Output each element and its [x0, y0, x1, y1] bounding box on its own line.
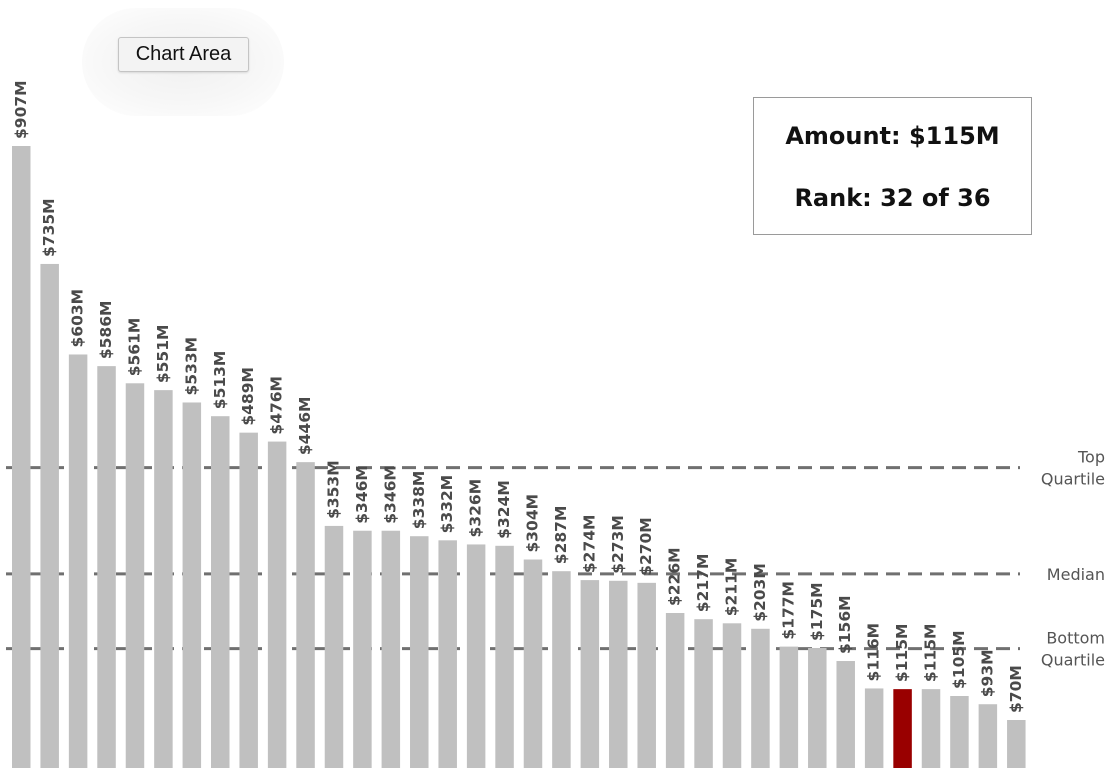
bar[interactable] — [864, 688, 884, 768]
bar-value-label: $513M — [211, 351, 229, 410]
bar-value-label: $586M — [97, 301, 115, 360]
bar[interactable] — [125, 383, 145, 768]
bar[interactable] — [921, 689, 941, 768]
bar[interactable] — [694, 619, 713, 768]
median-label: Median — [1047, 565, 1105, 584]
bar[interactable] — [950, 695, 969, 768]
bar[interactable] — [381, 530, 401, 768]
bar-value-label: $735M — [40, 198, 58, 257]
bar[interactable] — [438, 540, 457, 768]
bar-value-label: $175M — [808, 582, 826, 641]
bar[interactable] — [495, 545, 514, 768]
bar[interactable] — [353, 530, 372, 768]
bar[interactable] — [637, 582, 656, 768]
bar-value-label: $270M — [637, 517, 655, 576]
bar-value-label: $217M — [694, 554, 712, 613]
bar-value-label: $115M — [922, 624, 940, 683]
top-quartile-label: Quartile — [1041, 470, 1105, 489]
bar[interactable] — [68, 354, 88, 768]
bar[interactable] — [808, 647, 827, 768]
bar-value-label: $304M — [523, 494, 541, 553]
bar-value-label: $156M — [836, 595, 854, 654]
bar[interactable] — [978, 704, 998, 768]
bar[interactable] — [40, 263, 59, 768]
bar[interactable] — [324, 525, 344, 768]
bar-value-label: $324M — [495, 480, 513, 539]
bar-value-label: $177M — [779, 581, 797, 640]
selection-info-box: Amount: $115M Rank: 32 of 36 — [753, 97, 1032, 235]
bar[interactable] — [580, 580, 600, 768]
bar-value-label: $326M — [467, 479, 485, 538]
bar-value-label: $346M — [381, 465, 399, 524]
bar-value-label: $211M — [723, 558, 741, 617]
bar[interactable] — [665, 613, 685, 768]
bar-value-label: $273M — [609, 515, 627, 574]
bar-value-label: $561M — [125, 318, 143, 377]
bar[interactable] — [751, 628, 770, 768]
bar-value-label: $476M — [268, 376, 286, 435]
bar[interactable] — [12, 146, 31, 768]
bars — [12, 146, 1026, 768]
bar-value-label: $70M — [1007, 665, 1025, 713]
bar[interactable] — [552, 571, 571, 768]
bottom-quartile-label: Bottom — [1046, 629, 1105, 648]
bar[interactable] — [779, 646, 799, 768]
bar-value-label: $533M — [182, 337, 200, 396]
bar[interactable] — [211, 416, 230, 768]
bar-value-label: $551M — [154, 325, 172, 384]
bar[interactable] — [466, 544, 486, 768]
bar-value-label: $489M — [239, 367, 257, 426]
bar-highlighted[interactable] — [893, 689, 912, 768]
bar[interactable] — [1007, 719, 1026, 768]
bar[interactable] — [154, 390, 173, 768]
bar[interactable] — [97, 366, 116, 768]
bar-value-label: $116M — [865, 623, 883, 682]
bar-value-label: $353M — [324, 460, 342, 519]
bar-value-label: $287M — [552, 506, 570, 565]
reference-line-labels: Top Quartile Median Bottom Quartile — [1041, 448, 1105, 670]
bar-value-label: $446M — [296, 397, 314, 456]
bar[interactable] — [722, 623, 742, 768]
bar[interactable] — [296, 462, 315, 768]
bar-value-label: $226M — [666, 547, 684, 606]
bar-value-label: $346M — [353, 465, 371, 524]
bar[interactable] — [609, 580, 628, 768]
top-quartile-label: Top — [1077, 448, 1105, 467]
bar-value-label: $105M — [950, 630, 968, 689]
bar-value-label: $603M — [69, 289, 87, 348]
bar-value-label: $93M — [978, 649, 996, 697]
rank-text: Rank: 32 of 36 — [794, 184, 991, 212]
bar-value-label: $338M — [410, 471, 428, 530]
bar[interactable] — [182, 402, 202, 768]
bottom-quartile-label: Quartile — [1041, 651, 1105, 670]
bar-value-label: $274M — [580, 515, 598, 574]
bar[interactable] — [267, 441, 287, 768]
amount-text: Amount: $115M — [785, 122, 1000, 150]
chart-area-button[interactable]: Chart Area — [118, 37, 249, 72]
bar-value-label: $115M — [893, 624, 911, 683]
bar-value-label: $332M — [438, 475, 456, 534]
bar-value-label: $203M — [751, 563, 769, 622]
bar[interactable] — [523, 559, 543, 768]
bar[interactable] — [239, 432, 258, 768]
bar-value-label: $907M — [12, 80, 30, 139]
bar[interactable] — [836, 661, 855, 768]
bar[interactable] — [410, 536, 429, 768]
bar-labels: $907M $735M $603M $586M $561M $551M $533M $513M… — [12, 80, 1025, 713]
